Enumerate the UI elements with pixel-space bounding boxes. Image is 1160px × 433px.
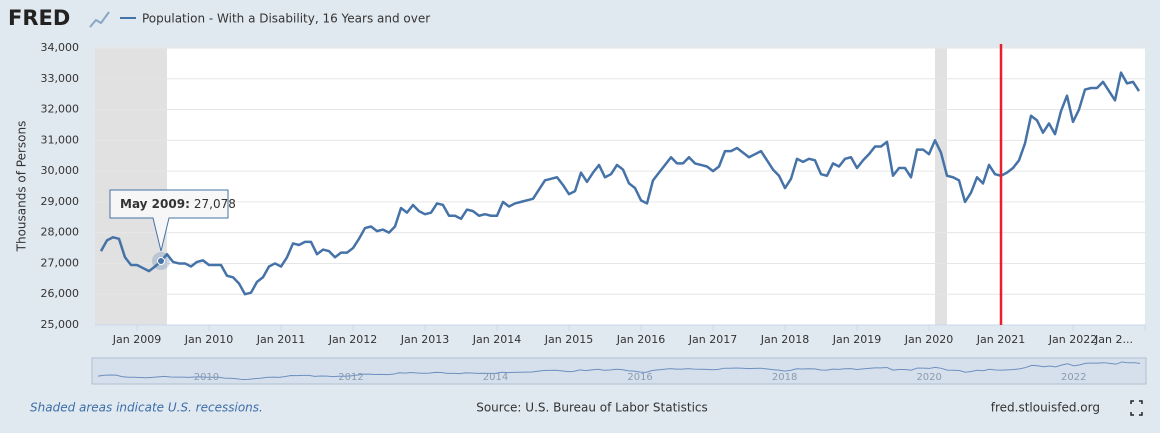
y-tick-label: 32,000 bbox=[41, 103, 80, 116]
x-tick-label: Jan 2015 bbox=[544, 333, 593, 346]
x-tick-label: Jan 2... bbox=[1094, 333, 1133, 346]
tooltip-text: May 2009: 27,078 bbox=[120, 197, 236, 211]
navigator-label: 2016 bbox=[627, 372, 652, 383]
x-tick-label: Jan 2019 bbox=[832, 333, 881, 346]
y-axis-label: Thousands of Persons bbox=[15, 121, 29, 253]
x-tick-label: Jan 2021 bbox=[976, 333, 1025, 346]
navigator-label: 2010 bbox=[194, 372, 219, 383]
logo: FRED bbox=[8, 6, 70, 30]
navigator-label: 2018 bbox=[772, 372, 797, 383]
x-tick-label: Jan 2016 bbox=[616, 333, 665, 346]
x-tick-label: Jan 2012 bbox=[328, 333, 377, 346]
navigator-series bbox=[97, 361, 1141, 381]
y-tick-label: 27,000 bbox=[41, 256, 80, 269]
recession-note: Shaded areas indicate U.S. recessions. bbox=[30, 401, 263, 415]
y-tick-label: 26,000 bbox=[41, 287, 80, 300]
navigator-label: 2014 bbox=[483, 372, 508, 383]
y-tick-label: 31,000 bbox=[41, 133, 80, 146]
recession-band bbox=[935, 48, 947, 325]
tooltip-box bbox=[109, 189, 229, 252]
x-tick-label: Jan 2013 bbox=[400, 333, 449, 346]
y-tick-label: 30,000 bbox=[41, 164, 80, 177]
y-tick-label: 25,000 bbox=[41, 318, 80, 331]
navigator-label: 2012 bbox=[338, 372, 363, 383]
navigator-label: 2020 bbox=[916, 372, 941, 383]
x-tick-label: Jan 2011 bbox=[256, 333, 305, 346]
x-tick-label: Jan 2010 bbox=[184, 333, 233, 346]
y-tick-label: 28,000 bbox=[41, 226, 80, 239]
navigator-label: 2022 bbox=[1061, 372, 1086, 383]
x-tick-label: Jan 2018 bbox=[760, 333, 809, 346]
y-tick-label: 34,000 bbox=[41, 41, 80, 54]
legend-label[interactable]: Population - With a Disability, 16 Years… bbox=[142, 12, 430, 26]
fullscreen-icon[interactable] bbox=[1130, 400, 1143, 416]
x-tick-label: Jan 2017 bbox=[688, 333, 737, 346]
x-tick-label: Jan 2014 bbox=[472, 333, 521, 346]
x-tick-label: Jan 2020 bbox=[904, 333, 953, 346]
y-tick-label: 33,000 bbox=[41, 72, 80, 85]
y-tick-label: 29,000 bbox=[41, 195, 80, 208]
site-link[interactable]: fred.stlouisfed.org bbox=[991, 401, 1100, 415]
tooltip-date: May 2009: bbox=[120, 197, 190, 211]
logo-icon bbox=[89, 11, 110, 28]
recession-band bbox=[95, 48, 167, 325]
navigator[interactable] bbox=[91, 357, 1147, 385]
tooltip-value: 27,078 bbox=[194, 197, 236, 211]
source: Source: U.S. Bureau of Labor Statistics bbox=[476, 401, 708, 415]
x-tick-label: Jan 2022 bbox=[1048, 333, 1097, 346]
series-line bbox=[99, 71, 1141, 296]
hover-point bbox=[157, 257, 165, 266]
plot-area bbox=[95, 48, 1145, 325]
x-tick-label: Jan 2009 bbox=[112, 333, 161, 346]
